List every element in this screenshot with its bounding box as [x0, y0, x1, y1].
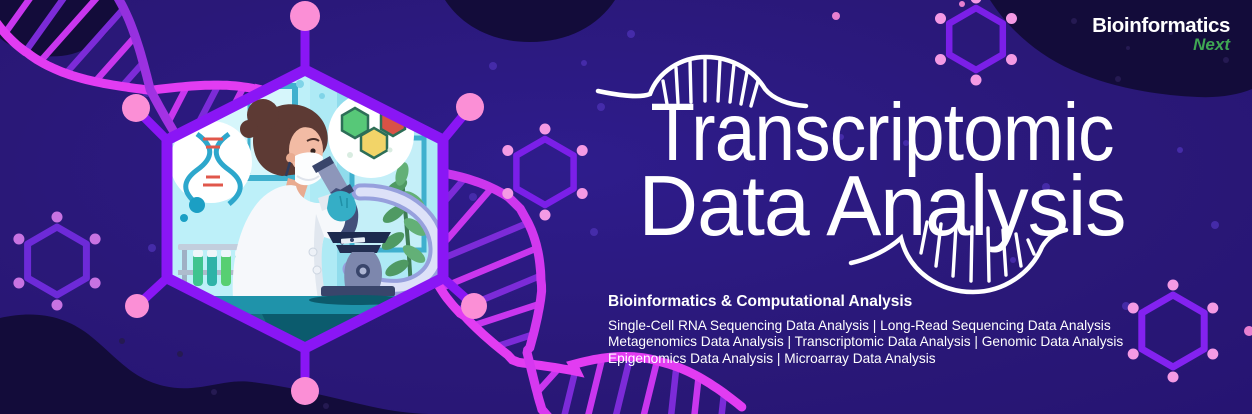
blob-bottom-left	[0, 314, 436, 414]
brand-sub: Next	[1193, 34, 1230, 54]
services-line: Single-Cell RNA Sequencing Data Analysis…	[608, 318, 1111, 333]
hexagon-molecule-icons	[13, 0, 1219, 383]
services-block: Bioinformatics & Computational Analysis …	[608, 293, 1168, 367]
eye	[310, 148, 316, 154]
hexagon-frame	[122, 1, 487, 405]
hexagon-molecule-icon	[1127, 279, 1219, 383]
blob-top-middle	[445, 0, 615, 42]
hexagon-molecule-icon	[935, 0, 1017, 86]
page-title-line2: Data Analysis	[638, 159, 1127, 254]
hexagon-stems	[134, 21, 475, 392]
blob-top-right	[990, 0, 1252, 98]
dna-strand-arc-top-icon	[595, 54, 809, 109]
dna-bubble-icon	[170, 121, 252, 222]
services-line: Metagenomics Data Analysis | Transcripto…	[608, 334, 1124, 350]
hexagon-molecule-icon	[502, 123, 588, 221]
brand-logo: Bioinformatics Next	[1092, 15, 1230, 53]
hexagon-molecule-icon	[13, 211, 101, 311]
scientist	[232, 99, 351, 310]
services-heading: Bioinformatics & Computational Analysis	[608, 293, 913, 310]
page-title-line1: Transcriptomic	[650, 87, 1114, 178]
hexagon-node-dots	[122, 1, 487, 405]
microscope-icon	[312, 156, 395, 297]
services-line: Epigenomics Data Analysis | Microarray D…	[608, 350, 936, 366]
scientist-microscope-illustration	[167, 70, 443, 348]
dna-strand-arc-bottom-icon	[848, 220, 1069, 295]
glove	[327, 190, 357, 222]
brand-name: Bioinformatics	[1092, 14, 1230, 37]
